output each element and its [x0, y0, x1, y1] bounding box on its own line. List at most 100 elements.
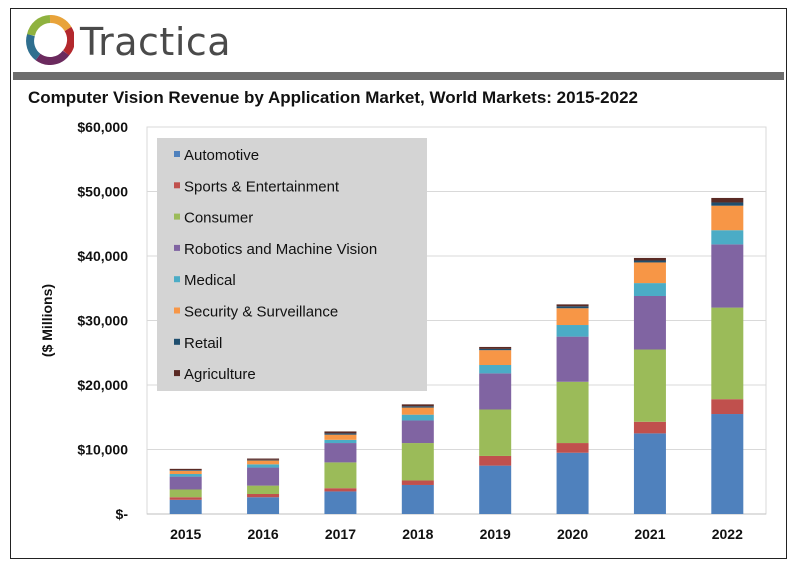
- bar-segment: [711, 230, 744, 245]
- bar-segment: [324, 433, 357, 435]
- bar-segment: [247, 464, 280, 468]
- bar-segment: [479, 409, 512, 456]
- bar-segment: [479, 365, 512, 374]
- bar-segment: [324, 431, 357, 434]
- bar-segment: [633, 257, 666, 261]
- x-tick-label: 2020: [557, 526, 588, 542]
- legend-swatch: [174, 276, 180, 283]
- legend-entry: Sports & Entertainment: [184, 178, 340, 195]
- y-tick-label: $60,000: [77, 119, 128, 135]
- bar-segment: [479, 373, 512, 410]
- bar-segment: [401, 406, 434, 408]
- bar-segment: [324, 439, 357, 444]
- bar-segment: [247, 485, 280, 495]
- legend-entry: Medical: [184, 272, 236, 289]
- bar-segment: [479, 348, 512, 351]
- bar-segment: [324, 434, 357, 440]
- bar-segment: [401, 420, 434, 444]
- bar-segment: [324, 488, 357, 492]
- bar-segment: [401, 407, 434, 415]
- bar-segment: [401, 484, 434, 514]
- legend-entry: Consumer: [184, 210, 253, 227]
- x-tick-label: 2015: [170, 526, 201, 542]
- legend-entry: Retail: [184, 335, 222, 352]
- y-tick-label: $20,000: [77, 377, 128, 393]
- bar-segment: [556, 308, 589, 326]
- bar-segment: [479, 350, 512, 366]
- x-tick-label: 2017: [325, 526, 356, 542]
- bar-segment: [711, 244, 744, 308]
- bar-segment: [169, 476, 202, 490]
- legend-entry: Security & Surveillance: [184, 304, 338, 321]
- bar-segment: [479, 346, 512, 349]
- bar-segment: [556, 443, 589, 453]
- bar-segment: [247, 497, 280, 514]
- bar-segment: [169, 499, 202, 514]
- y-tick-label: $50,000: [77, 184, 128, 200]
- bar-segment: [556, 452, 589, 514]
- bar-segment: [633, 262, 666, 284]
- bar-segment: [633, 421, 666, 434]
- bar-segment: [247, 467, 280, 486]
- bar-segment: [633, 295, 666, 350]
- bar-segment: [401, 480, 434, 485]
- bar-segment: [324, 462, 357, 489]
- brand-name: Tractica: [80, 20, 232, 64]
- legend-swatch: [174, 244, 180, 251]
- bar-segment: [247, 458, 280, 460]
- y-axis-title: ($ Millions): [39, 284, 55, 357]
- chart-title: Computer Vision Revenue by Application M…: [28, 88, 638, 107]
- bar-segment: [247, 494, 280, 498]
- bar-segment: [711, 399, 744, 415]
- legend-background: [157, 138, 427, 391]
- tractica-logo-icon: [26, 15, 74, 65]
- header-rule: [13, 72, 784, 80]
- bar-segment: [711, 197, 744, 203]
- bar-segment: [169, 470, 202, 475]
- bar-segment: [633, 433, 666, 514]
- bar-segment: [169, 468, 202, 471]
- x-tick-label: 2016: [247, 526, 278, 542]
- bar-segment: [633, 283, 666, 296]
- bar-segment: [711, 414, 744, 514]
- x-tick-label: 2021: [634, 526, 665, 542]
- bar-segment: [556, 336, 589, 382]
- bar-segment: [247, 459, 280, 461]
- bar-segment: [401, 404, 434, 407]
- legend-swatch: [174, 370, 180, 377]
- legend-entry: Automotive: [184, 147, 259, 164]
- bar-segment: [556, 381, 589, 444]
- legend: Automotive Sports & Entertainment Consumer…: [157, 138, 427, 391]
- bar-segment: [633, 349, 666, 422]
- bar-segment: [169, 474, 202, 477]
- bar-segment: [169, 489, 202, 498]
- bar-segment: [633, 260, 666, 263]
- legend-swatch: [174, 213, 180, 220]
- legend-swatch: [174, 151, 180, 157]
- bar-segment: [479, 455, 512, 466]
- legend-entry: Robotics and Machine Vision: [184, 241, 377, 258]
- legend-swatch: [174, 338, 180, 345]
- x-tick-label: 2018: [402, 526, 433, 542]
- bar-segment: [711, 202, 744, 206]
- x-tick-label: 2019: [480, 526, 511, 542]
- legend-entry: Agriculture: [184, 366, 256, 383]
- y-tick-label: $-: [116, 506, 129, 522]
- bar-segment: [247, 460, 280, 465]
- bar-segment: [324, 443, 357, 463]
- bar-segment: [711, 205, 744, 231]
- legend-swatch: [174, 182, 180, 189]
- bar-segment: [479, 465, 512, 514]
- bar-segment: [324, 491, 357, 514]
- legend-swatch: [174, 307, 180, 314]
- bar-segment: [401, 414, 434, 421]
- bar-segment: [401, 443, 434, 481]
- y-tick-label: $40,000: [77, 248, 128, 264]
- bar-segment: [556, 306, 589, 309]
- x-tick-label: 2022: [712, 526, 743, 542]
- y-tick-label: $10,000: [77, 442, 128, 458]
- bar-segment: [556, 325, 589, 337]
- bar-segment: [711, 307, 744, 400]
- y-tick-label: $30,000: [77, 313, 128, 329]
